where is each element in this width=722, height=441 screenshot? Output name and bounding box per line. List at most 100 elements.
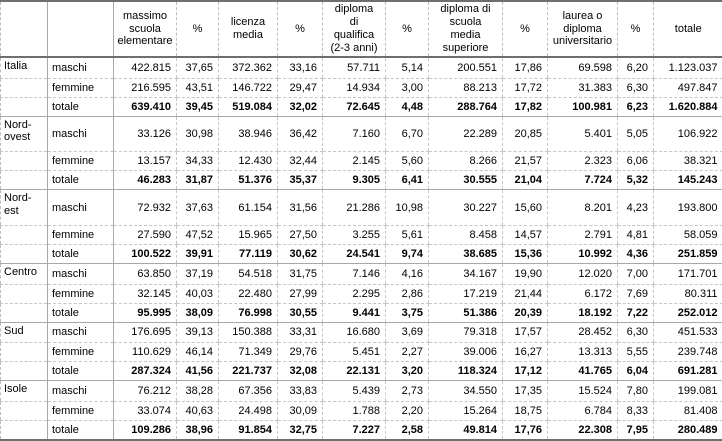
table-row: femmine 27.590 47,52 15.965 27,50 3.255 5,61 8.… bbox=[0, 225, 722, 246]
value-cell: 37,19 bbox=[176, 263, 219, 285]
header-cell-percent: % bbox=[617, 1, 654, 58]
value-cell: 287.324 bbox=[113, 361, 177, 382]
region-cell bbox=[0, 97, 48, 117]
value-cell: 30,55 bbox=[277, 303, 323, 323]
value-cell: 16,27 bbox=[502, 342, 548, 363]
value-cell: 39,91 bbox=[176, 244, 219, 265]
value-cell: 57.711 bbox=[322, 57, 386, 79]
table-row: Isole maschi 76.212 38,28 67.356 33,83 5.439 2,… bbox=[0, 380, 722, 402]
row-label-cell: femmine bbox=[47, 342, 114, 363]
value-cell: 39,45 bbox=[176, 97, 219, 117]
value-cell: 8,33 bbox=[617, 401, 654, 421]
value-cell: 21.286 bbox=[322, 189, 386, 227]
row-label-cell: femmine bbox=[47, 284, 114, 304]
value-cell: 91.854 bbox=[218, 420, 278, 440]
value-cell: 1.620.884 bbox=[653, 97, 722, 117]
value-cell: 29,47 bbox=[277, 78, 323, 98]
value-cell: 4,16 bbox=[385, 263, 429, 285]
value-cell: 7,95 bbox=[617, 420, 654, 440]
value-cell: 6,41 bbox=[385, 170, 429, 191]
region-cell bbox=[0, 151, 48, 172]
value-cell: 15.264 bbox=[428, 401, 503, 421]
value-cell: 497.847 bbox=[653, 78, 722, 98]
value-cell: 12.430 bbox=[218, 151, 278, 172]
value-cell: 13.157 bbox=[113, 151, 177, 172]
region-cell bbox=[0, 303, 48, 323]
value-cell: 28.452 bbox=[547, 322, 618, 344]
value-cell: 17,82 bbox=[502, 97, 548, 117]
value-cell: 422.815 bbox=[113, 57, 177, 79]
value-cell: 2.295 bbox=[322, 284, 386, 304]
table-row: femmine 13.157 34,33 12.430 32,44 2.145 5,60 8.… bbox=[0, 151, 722, 172]
row-label-cell: maschi bbox=[47, 322, 114, 344]
value-cell: 40,03 bbox=[176, 284, 219, 304]
value-cell: 15.965 bbox=[218, 225, 278, 246]
value-cell: 3,75 bbox=[385, 303, 429, 323]
value-cell: 32,02 bbox=[277, 97, 323, 117]
header-cell: laurea o diploma universitario bbox=[547, 1, 618, 58]
value-cell: 6.784 bbox=[547, 401, 618, 421]
value-cell: 32,08 bbox=[277, 361, 323, 382]
value-cell: 21,44 bbox=[502, 284, 548, 304]
value-cell: 69.598 bbox=[547, 57, 618, 79]
value-cell: 2,86 bbox=[385, 284, 429, 304]
table-row: totale 100.522 39,91 77.119 30,62 24.541 9,74 3… bbox=[0, 244, 722, 265]
table-row: totale 95.995 38,09 76.998 30,55 9.441 3,75 51.… bbox=[0, 303, 722, 323]
row-label-cell: totale bbox=[47, 244, 114, 265]
table-body: Italia maschi 422.815 37,65 372.362 33,16 57.7… bbox=[0, 57, 722, 440]
value-cell: 22.289 bbox=[428, 116, 503, 153]
table-row: totale 639.410 39,45 519.084 32,02 72.645 4,48… bbox=[0, 97, 722, 117]
table-row: totale 287.324 41,56 221.737 32,08 22.131 3,20… bbox=[0, 361, 722, 382]
value-cell: 40,63 bbox=[176, 401, 219, 421]
value-cell: 5,14 bbox=[385, 57, 429, 79]
value-cell: 33,31 bbox=[277, 322, 323, 344]
header-cell-percent: % bbox=[385, 1, 429, 58]
value-cell: 21,57 bbox=[502, 151, 548, 172]
value-cell: 193.800 bbox=[653, 189, 722, 227]
value-cell: 5,05 bbox=[617, 116, 654, 153]
value-cell: 22.131 bbox=[322, 361, 386, 382]
value-cell: 15.524 bbox=[547, 380, 618, 402]
header-cell: licenza media bbox=[218, 1, 278, 58]
value-cell: 51.376 bbox=[218, 170, 278, 191]
value-cell: 6,20 bbox=[617, 57, 654, 79]
value-cell: 150.388 bbox=[218, 322, 278, 344]
value-cell: 100.981 bbox=[547, 97, 618, 117]
region-cell: Centro bbox=[0, 263, 48, 285]
region-cell: Sud bbox=[0, 322, 48, 344]
table-row: femmine 216.595 43,51 146.722 29,47 14.934 3,0… bbox=[0, 78, 722, 98]
value-cell: 7.160 bbox=[322, 116, 386, 153]
value-cell: 2.323 bbox=[547, 151, 618, 172]
region-cell: Italia bbox=[0, 57, 48, 79]
value-cell: 51.386 bbox=[428, 303, 503, 323]
value-cell: 24.541 bbox=[322, 244, 386, 265]
value-cell: 288.764 bbox=[428, 97, 503, 117]
value-cell: 6,30 bbox=[617, 78, 654, 98]
value-cell: 34.167 bbox=[428, 263, 503, 285]
value-cell: 27,50 bbox=[277, 225, 323, 246]
value-cell: 4,23 bbox=[617, 189, 654, 227]
value-cell: 5.401 bbox=[547, 116, 618, 153]
row-label-cell: maschi bbox=[47, 263, 114, 285]
row-label-cell: totale bbox=[47, 170, 114, 191]
value-cell: 106.922 bbox=[653, 116, 722, 153]
value-cell: 72.932 bbox=[113, 189, 177, 227]
value-cell: 61.154 bbox=[218, 189, 278, 227]
value-cell: 8.201 bbox=[547, 189, 618, 227]
region-cell bbox=[0, 401, 48, 421]
row-label-cell: femmine bbox=[47, 401, 114, 421]
row-label-cell: totale bbox=[47, 420, 114, 440]
value-cell: 37,65 bbox=[176, 57, 219, 79]
value-cell: 7,22 bbox=[617, 303, 654, 323]
value-cell: 81.408 bbox=[653, 401, 722, 421]
table-row: Nord- ovest maschi 33.126 30,98 38.946 36,42 7… bbox=[0, 116, 722, 153]
value-cell: 17,12 bbox=[502, 361, 548, 382]
row-label-cell: femmine bbox=[47, 78, 114, 98]
table-row: Italia maschi 422.815 37,65 372.362 33,16 57.7… bbox=[0, 57, 722, 79]
value-cell: 6,04 bbox=[617, 361, 654, 382]
value-cell: 251.859 bbox=[653, 244, 722, 265]
value-cell: 71.349 bbox=[218, 342, 278, 363]
value-cell: 38,28 bbox=[176, 380, 219, 402]
value-cell: 27.590 bbox=[113, 225, 177, 246]
